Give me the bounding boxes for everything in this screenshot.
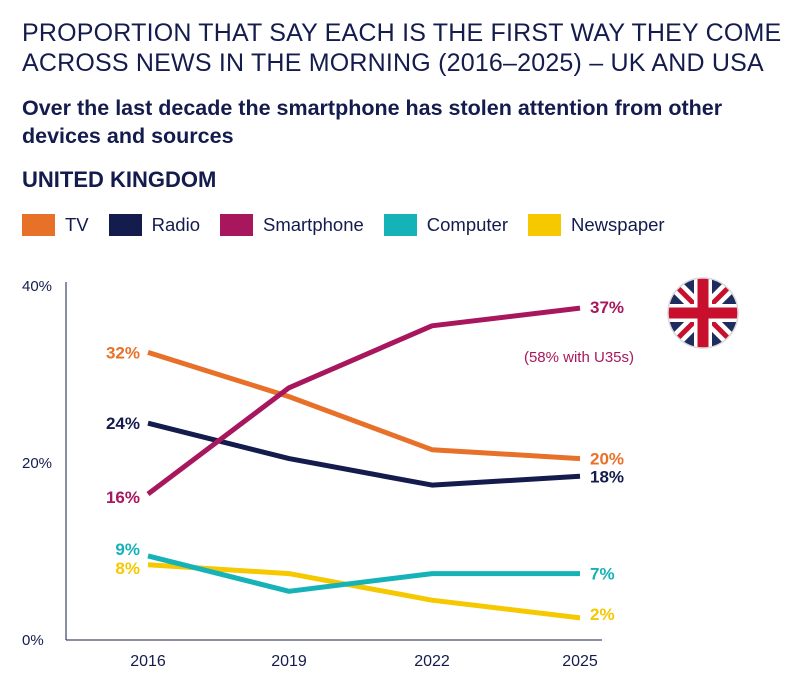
data-label-tv: 32%	[106, 343, 140, 362]
section-title: UNITED KINGDOM	[22, 167, 217, 192]
data-label-newspaper: 8%	[115, 559, 140, 578]
legend-label: TV	[65, 214, 89, 235]
legend-label: Smartphone	[262, 214, 364, 235]
x-tick-label: 2022	[414, 653, 450, 670]
chart-title: PROPORTION THAT SAY EACH IS THE FIRST WA…	[22, 19, 782, 77]
series-line-newspaper	[147, 562, 581, 621]
legend-item-radio: Radio	[108, 214, 200, 236]
x-tick-label: 2016	[130, 653, 166, 670]
series-line-computer	[147, 553, 580, 594]
legend-label: Newspaper	[571, 214, 665, 235]
x-tick-label: 2025	[562, 653, 598, 670]
uk-flag-icon	[667, 277, 739, 349]
data-label-tv: 20%	[590, 450, 624, 469]
legend-item-tv: TV	[22, 214, 89, 236]
data-label-computer: 7%	[590, 565, 615, 584]
y-tick-label: 20%	[22, 455, 52, 472]
legend-label: Radio	[151, 214, 200, 235]
legend-swatch	[383, 214, 417, 236]
legend-item-smartphone: Smartphone	[219, 214, 364, 236]
y-tick-label: 0%	[22, 632, 44, 649]
data-label-smartphone: 16%	[106, 488, 140, 507]
legend-item-newspaper: Newspaper	[528, 214, 665, 236]
data-label-radio: 24%	[106, 414, 140, 433]
legend-swatch	[528, 214, 562, 236]
legend-swatch	[219, 214, 253, 236]
data-label-computer: 9%	[115, 540, 140, 559]
annotation-u35s: (58% with U35s)	[524, 349, 634, 366]
series-line-tv	[147, 350, 581, 462]
legend-item-computer: Computer	[383, 214, 509, 236]
legend: TV Radio Smartphone Computer Newspaper	[22, 214, 685, 236]
chart-subtitle: Over the last decade the smartphone has …	[22, 96, 723, 148]
legend-swatch	[22, 214, 55, 236]
data-label-newspaper: 2%	[590, 605, 615, 624]
data-label-radio: 18%	[590, 467, 624, 486]
legend-swatch	[108, 214, 142, 236]
data-label-smartphone: 37%	[590, 298, 624, 317]
legend-label: Computer	[426, 214, 509, 235]
y-tick-label: 40%	[22, 278, 52, 295]
x-tick-label: 2019	[271, 653, 307, 670]
series-line-smartphone	[146, 305, 581, 496]
